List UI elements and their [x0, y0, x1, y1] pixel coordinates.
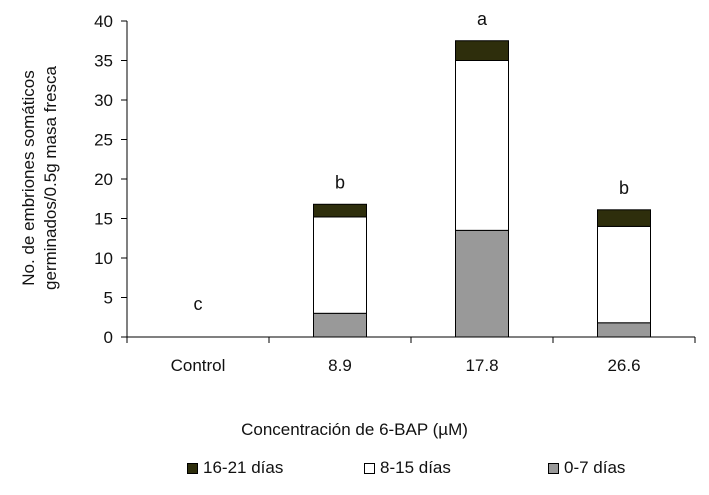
chart: No. de embriones somáticos germinados/0.… [19, 9, 696, 375]
legend-label-16-21: 16-21 días [203, 458, 284, 477]
plot-area: 0 5 10 15 20 25 30 35 40 Control c 8.9 b 17.8 a 26.6 b [94, 9, 696, 375]
legend-label-0-7: 0-7 días [564, 458, 626, 477]
y-tick-label: 30 [94, 91, 113, 110]
y-axis-title-line-1: No. de embriones somáticos [19, 70, 38, 285]
x-tick-label: 17.8 [465, 356, 498, 375]
x-axis-title: Concentración de 6-BAP (µM) [241, 420, 468, 439]
bar-segment-17-8-series-1 [455, 60, 509, 231]
y-tick-label: 40 [94, 12, 113, 31]
legend: 16-21 días 8-15 días 0-7 días [0, 458, 709, 488]
bar-segment-17-8-series-2 [455, 40, 509, 61]
significance-letter: c [194, 294, 203, 314]
legend-item-0-7: 0-7 días [548, 458, 625, 478]
y-axis-title: No. de embriones somáticos germinados/0.… [19, 65, 60, 289]
bar-segment-26-6-series-2 [597, 209, 651, 227]
y-tick-label: 25 [94, 131, 113, 150]
x-tick-label: 8.9 [328, 356, 352, 375]
y-tick-label: 35 [94, 52, 113, 71]
legend-item-8-15: 8-15 días [364, 458, 451, 478]
bar-segment-8-9-series-0 [313, 312, 367, 338]
x-tick-label: Control [171, 356, 226, 375]
legend-item-16-21: 16-21 días [187, 458, 283, 478]
significance-letter: b [619, 178, 629, 198]
significance-letter: a [477, 9, 488, 29]
y-tick-label: 10 [94, 249, 113, 268]
y-tick-label: 0 [104, 328, 113, 347]
x-tick-label: 26.6 [607, 356, 640, 375]
y-tick-label: 5 [104, 289, 113, 308]
bar-segment-8-9-series-1 [313, 216, 367, 314]
y-tick-label: 15 [94, 210, 113, 229]
bar-segment-26-6-series-0 [597, 322, 651, 338]
bar-segment-17-8-series-0 [455, 229, 509, 338]
legend-label-8-15: 8-15 días [380, 458, 451, 477]
legend-swatch-16-21 [187, 462, 198, 474]
legend-swatch-0-7 [548, 462, 559, 474]
bar-segment-26-6-series-1 [597, 225, 651, 324]
y-tick-label: 20 [94, 170, 113, 189]
legend-swatch-8-15 [364, 462, 375, 474]
bar-segment-8-9-series-2 [313, 203, 367, 218]
significance-letter: b [335, 172, 345, 192]
y-axis-title-line-2: germinados/0.5g masa fresca [41, 65, 60, 289]
